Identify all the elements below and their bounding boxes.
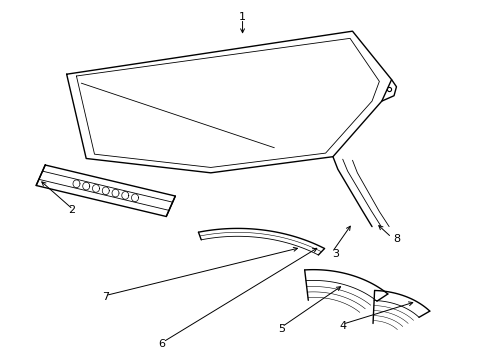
- Text: 6: 6: [158, 339, 166, 349]
- Text: 3: 3: [332, 248, 339, 258]
- Text: 1: 1: [239, 12, 246, 22]
- Text: 8: 8: [393, 234, 400, 244]
- Text: 2: 2: [68, 206, 75, 216]
- Text: 4: 4: [339, 321, 346, 331]
- Text: 7: 7: [102, 292, 109, 302]
- Text: 5: 5: [278, 324, 285, 334]
